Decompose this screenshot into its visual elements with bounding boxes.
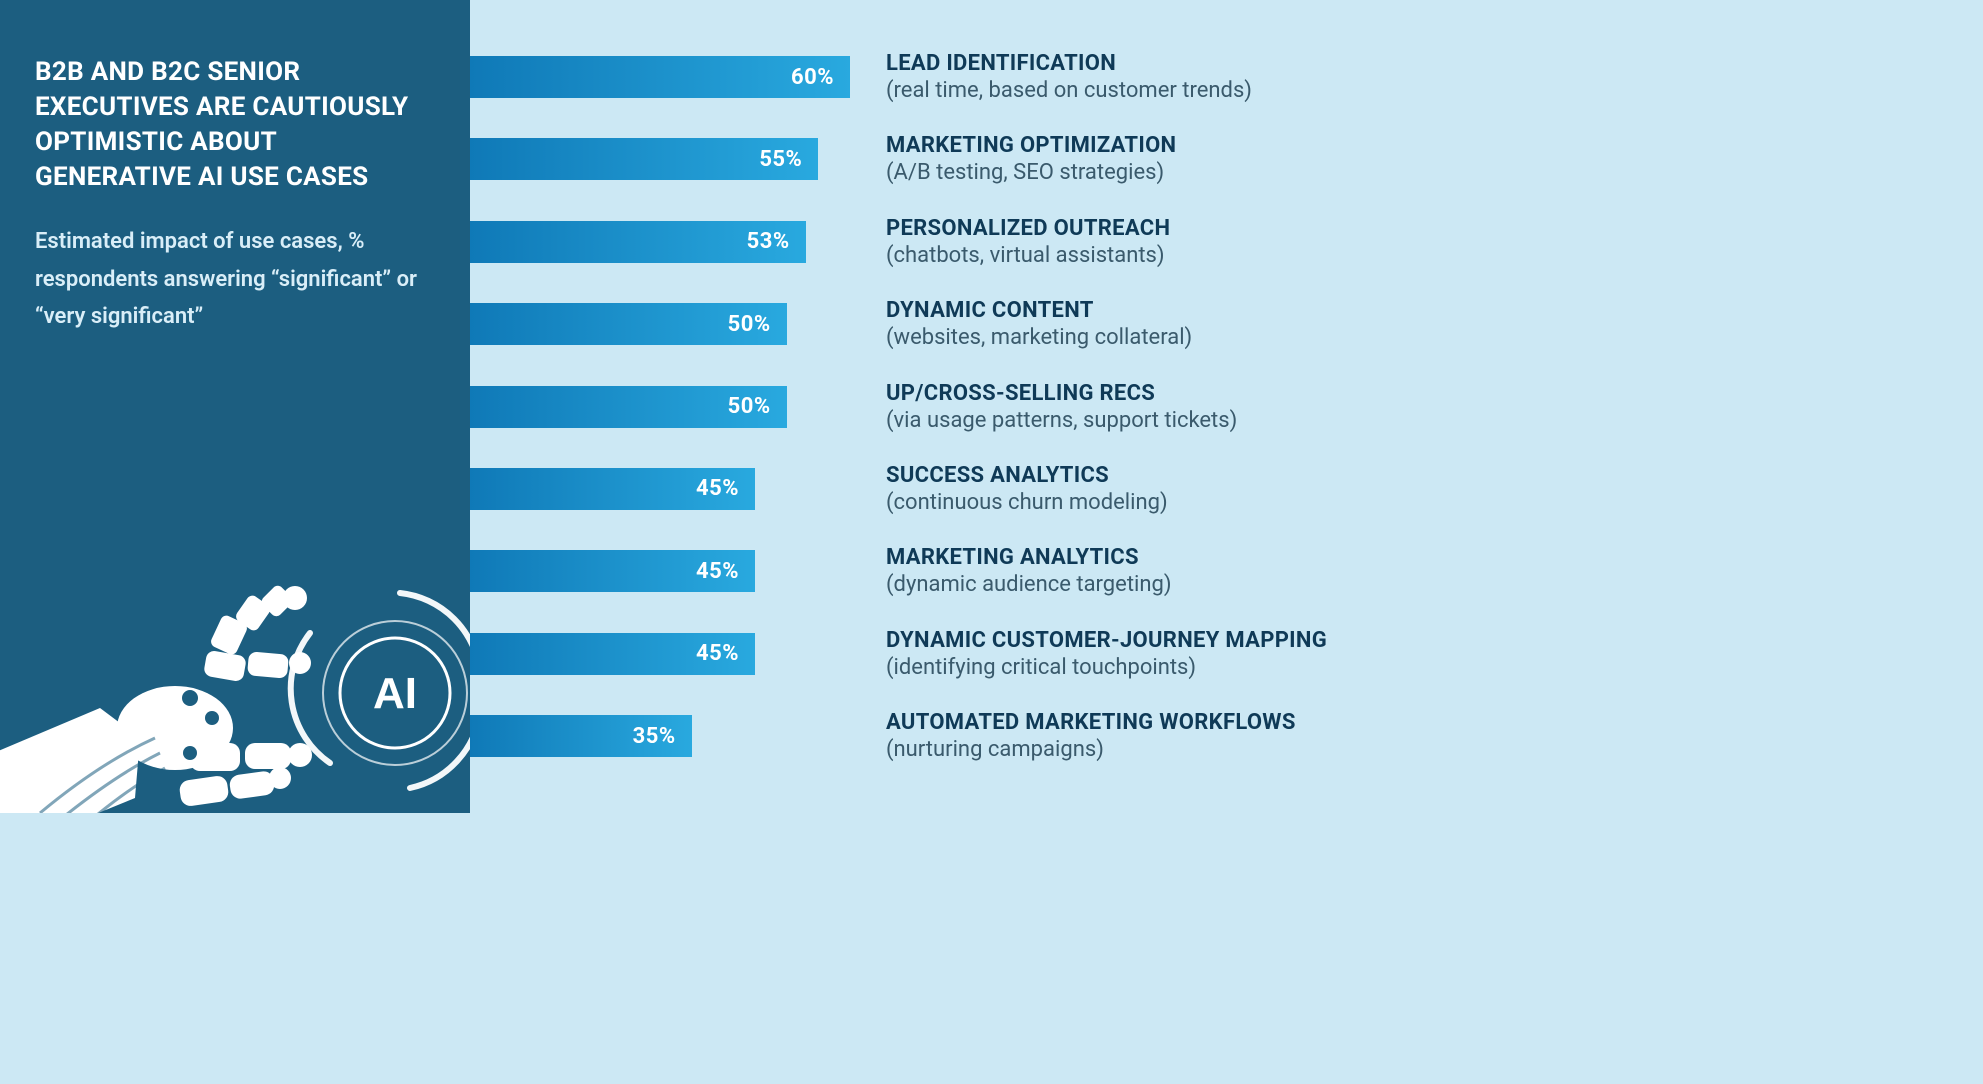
bar-track: 45% — [470, 468, 850, 510]
bar-chart: 60%LEAD IDENTIFICATION(real time, based … — [470, 0, 1487, 813]
bar: 50% — [470, 386, 787, 428]
bar-label-desc: (A/B testing, SEO strategies) — [886, 160, 1447, 185]
ai-badge-text: AI — [373, 669, 417, 718]
bar-label-desc: (websites, marketing collateral) — [886, 325, 1447, 350]
bar-label: AUTOMATED MARKETING WORKFLOWS(nurturing … — [850, 710, 1447, 762]
bar-label-title: DYNAMIC CONTENT — [886, 298, 1447, 323]
bar-label: LEAD IDENTIFICATION(real time, based on … — [850, 51, 1447, 103]
bar: 45% — [470, 550, 755, 592]
bar-track: 45% — [470, 633, 850, 675]
robot-hand-graphic: AI — [0, 503, 470, 813]
bar-track: 60% — [470, 56, 850, 98]
subhead: Estimated impact of use cases, % respond… — [35, 223, 430, 335]
bar-track: 55% — [470, 138, 850, 180]
bar-label-desc: (real time, based on customer trends) — [886, 78, 1447, 103]
chart-row: 50% DYNAMIC CONTENT(websites, marketing c… — [470, 287, 1447, 361]
chart-row: 50% UP/CROSS-SELLING RECS(via usage patte… — [470, 370, 1447, 444]
bar-label: MARKETING OPTIMIZATION(A/B testing, SEO … — [850, 133, 1447, 185]
bar-track: 50% — [470, 386, 850, 428]
bar-track: 45% — [470, 550, 850, 592]
bar-label-title: DYNAMIC CUSTOMER-JOURNEY MAPPING — [886, 628, 1447, 653]
bar-label: PERSONALIZED OUTREACH(chatbots, virtual … — [850, 216, 1447, 268]
bar-label-desc: (chatbots, virtual assistants) — [886, 243, 1447, 268]
bar-label-desc: (continuous churn modeling) — [886, 490, 1447, 515]
chart-row: 45% MARKETING ANALYTICS(dynamic audience … — [470, 534, 1447, 608]
chart-row: 53% PERSONALIZED OUTREACH(chatbots, virtu… — [470, 205, 1447, 279]
bar-label: UP/CROSS-SELLING RECS(via usage patterns… — [850, 381, 1447, 433]
chart-row: 45% SUCCESS ANALYTICS(continuous churn mo… — [470, 452, 1447, 526]
bar: 45% — [470, 468, 755, 510]
chart-row: 35% AUTOMATED MARKETING WORKFLOWS(nurturi… — [470, 699, 1447, 773]
bar: 55% — [470, 138, 818, 180]
bar-label-desc: (dynamic audience targeting) — [886, 572, 1447, 597]
bar-label: SUCCESS ANALYTICS(continuous churn model… — [850, 463, 1447, 515]
bar: 45% — [470, 633, 755, 675]
bar-label-title: SUCCESS ANALYTICS — [886, 463, 1447, 488]
bar-track: 35% — [470, 715, 850, 757]
bar-track: 53% — [470, 221, 850, 263]
bar-label-desc: (nurturing campaigns) — [886, 737, 1447, 762]
headline: B2B AND B2C SENIOR EXECUTIVES ARE CAUTIO… — [35, 55, 430, 195]
bar: 60% — [470, 56, 850, 98]
bar-label-title: UP/CROSS-SELLING RECS — [886, 381, 1447, 406]
bar: 50% — [470, 303, 787, 345]
left-panel: B2B AND B2C SENIOR EXECUTIVES ARE CAUTIO… — [0, 0, 470, 813]
bar: 53% — [470, 221, 806, 263]
bar-label: DYNAMIC CUSTOMER-JOURNEY MAPPING(identif… — [850, 628, 1447, 680]
bar: 35% — [470, 715, 692, 757]
chart-row: 60%LEAD IDENTIFICATION(real time, based … — [470, 40, 1447, 114]
bar-label: MARKETING ANALYTICS(dynamic audience tar… — [850, 545, 1447, 597]
bar-label-desc: (via usage patterns, support tickets) — [886, 408, 1447, 433]
bar-label-title: AUTOMATED MARKETING WORKFLOWS — [886, 710, 1447, 735]
bar-label-title: MARKETING OPTIMIZATION — [886, 133, 1447, 158]
bar-label-title: PERSONALIZED OUTREACH — [886, 216, 1447, 241]
chart-row: 45% DYNAMIC CUSTOMER-JOURNEY MAPPING(iden… — [470, 617, 1447, 691]
bar-label: DYNAMIC CONTENT(websites, marketing coll… — [850, 298, 1447, 350]
chart-row: 55% MARKETING OPTIMIZATION(A/B testing, S… — [470, 122, 1447, 196]
bar-track: 50% — [470, 303, 850, 345]
bar-label-title: MARKETING ANALYTICS — [886, 545, 1447, 570]
bar-label-desc: (identifying critical touchpoints) — [886, 655, 1447, 680]
bar-label-title: LEAD IDENTIFICATION — [886, 51, 1447, 76]
